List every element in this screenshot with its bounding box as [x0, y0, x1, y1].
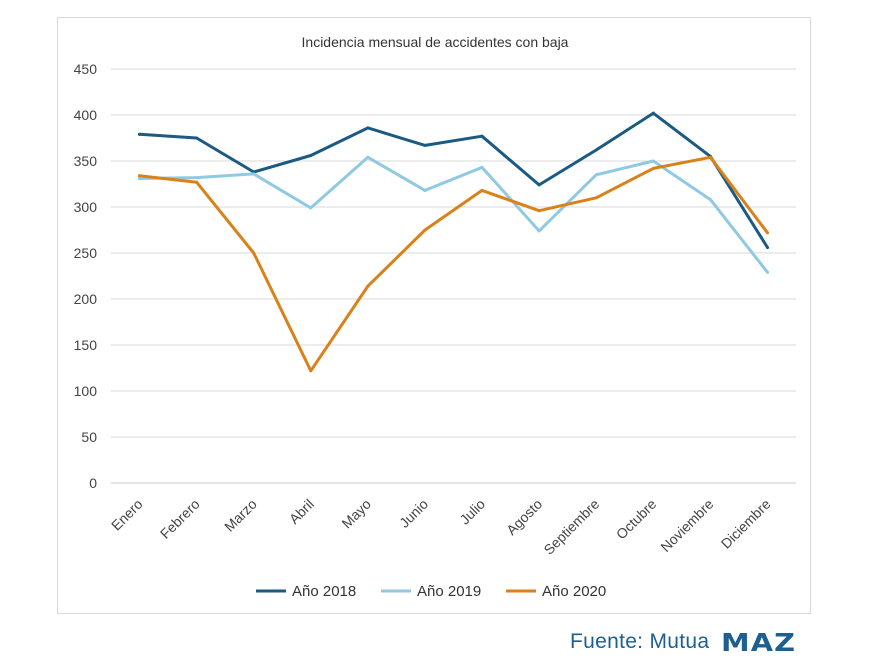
data-point — [651, 159, 655, 163]
x-tick-label: Junio — [396, 496, 431, 531]
data-point — [309, 153, 313, 157]
x-tick-label: Mayo — [338, 496, 374, 532]
data-point — [594, 173, 598, 177]
source-text: Fuente: Mutua — [570, 630, 710, 653]
data-point — [195, 180, 199, 184]
y-tick-label: 250 — [74, 245, 98, 261]
x-tick-label: Marzo — [221, 496, 260, 535]
source-credit: Fuente: Mutua MAZ — [570, 628, 795, 657]
legend-label: Año 2020 — [542, 583, 606, 600]
chart-frame: Incidencia mensual de accidentes con baj… — [57, 17, 811, 614]
data-point — [537, 183, 541, 187]
maz-logo: MAZ — [721, 627, 797, 657]
x-tick-label: Agosto — [503, 496, 545, 538]
series-line-2 — [138, 155, 769, 274]
data-point — [138, 132, 142, 136]
y-tick-label: 50 — [81, 429, 97, 445]
data-point — [252, 251, 256, 255]
series-line-3 — [138, 155, 769, 373]
data-point — [138, 176, 142, 180]
y-tick-label: 150 — [74, 337, 98, 353]
y-tick-label: 450 — [74, 61, 98, 77]
data-point — [708, 155, 712, 159]
x-tick-label: Octubre — [613, 496, 660, 543]
data-point — [138, 174, 142, 178]
x-tick-label: Diciembre — [718, 496, 774, 552]
data-point — [651, 166, 655, 170]
data-point — [594, 148, 598, 152]
data-point — [651, 111, 655, 115]
data-point — [537, 229, 541, 233]
data-point — [537, 209, 541, 213]
y-tick-label: 100 — [74, 383, 98, 399]
data-point — [594, 196, 598, 200]
y-tick-label: 200 — [74, 291, 98, 307]
data-point — [765, 270, 769, 274]
data-point — [309, 369, 313, 373]
data-point — [252, 172, 256, 176]
data-point — [366, 284, 370, 288]
x-tick-label: Abril — [286, 496, 317, 527]
chart-title: Incidencia mensual de accidentes con baj… — [302, 34, 569, 50]
y-tick-label: 0 — [89, 475, 97, 491]
data-point — [765, 245, 769, 249]
x-tick-label: Enero — [108, 496, 146, 534]
data-point — [480, 134, 484, 138]
data-point — [480, 165, 484, 169]
series-line-1 — [138, 111, 769, 249]
data-point — [366, 126, 370, 130]
y-tick-label: 400 — [74, 107, 98, 123]
line-chart: Incidencia mensual de accidentes con baj… — [74, 34, 796, 600]
y-tick-label: 350 — [74, 153, 98, 169]
data-point — [195, 176, 199, 180]
x-tick-label: Julio — [456, 496, 488, 528]
x-tick-label: Septiembre — [540, 496, 602, 558]
x-tick-label: Noviembre — [657, 496, 716, 555]
data-point — [765, 231, 769, 235]
x-tick-label: Febrero — [157, 496, 203, 542]
y-tick-label: 300 — [74, 199, 98, 215]
data-point — [309, 206, 313, 210]
data-point — [423, 228, 427, 232]
data-point — [708, 198, 712, 202]
legend-label: Año 2018 — [292, 583, 356, 600]
data-point — [480, 188, 484, 192]
data-point — [423, 143, 427, 147]
data-point — [195, 136, 199, 140]
data-point — [366, 155, 370, 159]
data-point — [423, 188, 427, 192]
legend-label: Año 2019 — [417, 583, 481, 600]
